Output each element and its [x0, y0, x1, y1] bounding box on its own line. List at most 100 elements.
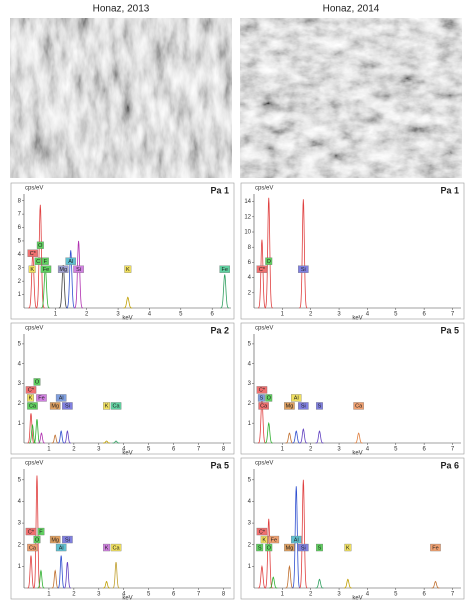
y-tick-label: 12: [244, 214, 251, 220]
sem-image: [10, 18, 232, 178]
element-label: K: [29, 396, 33, 402]
element-tag: [344, 543, 352, 552]
element-tag: [256, 527, 268, 536]
element-label: O: [38, 243, 43, 249]
x-tick-label: 7: [451, 592, 455, 598]
y-tick-label: 4: [248, 499, 252, 505]
element-label: Ca: [29, 404, 37, 410]
y-tick-label: 2: [18, 401, 22, 407]
spectrum-peak: [315, 430, 324, 444]
panel-frame: [10, 322, 235, 455]
x-tick-label: 5: [394, 312, 398, 318]
spectrum-peak: [57, 555, 65, 589]
element-label: Fe: [271, 537, 277, 543]
element-label: Mg: [51, 404, 59, 410]
x-tick-label: 6: [172, 447, 176, 453]
x-tick-label: 4: [122, 447, 126, 453]
x-tick-label: 2: [309, 592, 313, 598]
x-tick-label: 6: [422, 592, 426, 598]
element-tag: [49, 402, 61, 410]
spectrum-peak: [112, 440, 120, 444]
element-tag: [33, 378, 41, 386]
y-tick-label: 4: [18, 499, 22, 505]
y-tick-label: 4: [248, 361, 252, 367]
spectrum-peak: [264, 421, 273, 444]
spectrum-peak: [74, 240, 84, 309]
element-tag: [260, 535, 268, 544]
element-tag: [27, 394, 34, 402]
x-tick-label: 5: [394, 447, 398, 453]
spectrum-peak: [292, 430, 301, 444]
y-tick-label: 10: [244, 230, 251, 236]
element-tag: [62, 535, 73, 544]
spectrum-peak: [37, 569, 45, 589]
panel-frame: [240, 322, 465, 455]
x-tick-label: 3: [337, 447, 341, 453]
element-tag: [258, 402, 269, 410]
element-tag: [316, 543, 323, 552]
x-tick-label: 2: [72, 447, 76, 453]
element-label: Al: [294, 537, 299, 543]
y-tick-label: 14: [244, 199, 251, 205]
y-axis-label: cps/eV: [255, 461, 273, 467]
spectrum-peak: [35, 204, 45, 309]
element-tag: [25, 386, 37, 394]
element-tag: [55, 394, 67, 402]
x-tick-label: 2: [85, 312, 89, 318]
element-tag: [110, 402, 122, 410]
element-tag: [257, 394, 265, 402]
element-label: Si: [301, 267, 306, 273]
panel-title: Pa 1: [210, 185, 229, 195]
element-label: O: [35, 380, 40, 386]
element-label: C*: [259, 388, 266, 394]
element-label: Si: [65, 537, 70, 543]
element-label: Si: [65, 404, 70, 410]
element-tag: [316, 402, 323, 410]
spectrum-peak: [57, 430, 65, 444]
spectrum-peak: [285, 432, 294, 444]
element-label: Al: [59, 545, 64, 551]
spectrum-peak: [112, 561, 120, 589]
y-tick-label: 5: [18, 341, 22, 347]
x-tick-label: 3: [337, 312, 341, 318]
y-axis-label: cps/eV: [25, 326, 43, 332]
x-tick-label: 4: [148, 312, 152, 318]
x-tick-label: 5: [394, 592, 398, 598]
y-tick-label: 3: [18, 265, 22, 271]
element-label: Mg: [286, 545, 294, 551]
element-label: K: [262, 537, 266, 543]
element-label: C*: [30, 251, 37, 257]
x-tick-label: 6: [422, 447, 426, 453]
y-tick-label: 8: [248, 245, 252, 251]
x-tick-label: 8: [222, 447, 226, 453]
element-label: C*: [28, 529, 35, 535]
spectrum-peak: [51, 434, 59, 444]
element-label: Si: [301, 545, 306, 551]
element-tag: [34, 257, 42, 265]
x-tick-label: 4: [366, 447, 370, 453]
y-tick-label: 8: [18, 198, 22, 204]
element-label: Fe: [222, 267, 228, 273]
element-label: O: [267, 545, 272, 551]
spectrum-peak: [123, 296, 133, 309]
x-tick-label: 2: [309, 312, 313, 318]
spectrum-peak: [58, 265, 68, 309]
element-tag: [41, 257, 49, 265]
element-label: F: [44, 259, 48, 265]
spectrum-peak: [315, 578, 324, 589]
element-tag: [298, 265, 309, 273]
x-tick-label: 4: [366, 592, 370, 598]
element-label: Al: [68, 259, 73, 265]
x-tick-label: 7: [197, 447, 201, 453]
x-tick-label: 1: [281, 312, 285, 318]
y-tick-label: 5: [18, 477, 22, 483]
element-tag: [256, 386, 268, 394]
element-label: Mg: [286, 404, 294, 410]
element-tag: [28, 265, 36, 273]
element-tag: [256, 543, 264, 552]
element-label: C*: [259, 267, 266, 273]
x-tick-label: 1: [47, 592, 51, 598]
y-tick-label: 6: [248, 260, 252, 266]
element-tag: [256, 265, 268, 273]
element-tag: [27, 402, 38, 410]
